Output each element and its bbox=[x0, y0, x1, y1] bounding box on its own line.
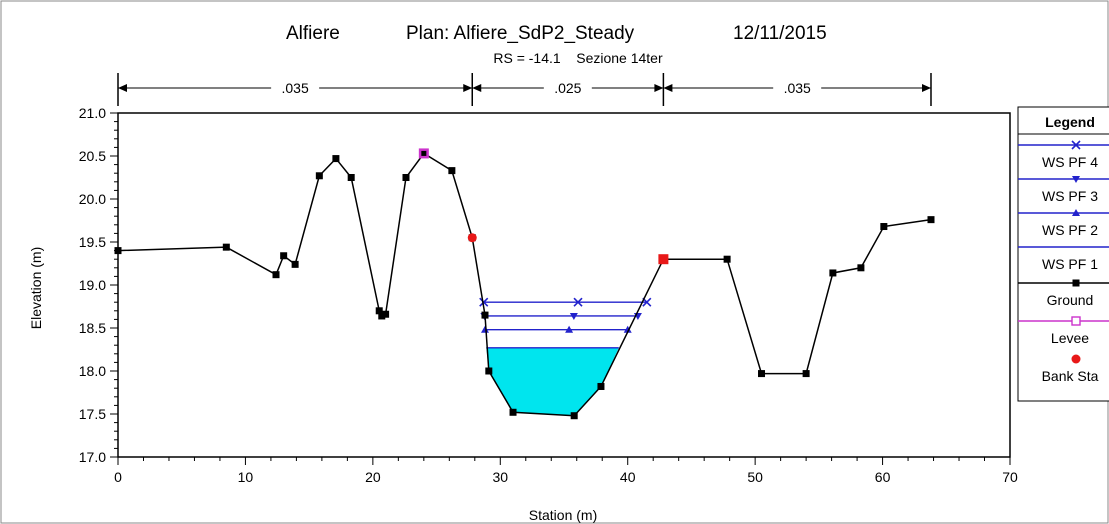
water-fill-ws-pf-1 bbox=[486, 347, 619, 416]
ground-point bbox=[570, 412, 578, 420]
legend-swatch-marker bbox=[1071, 140, 1081, 150]
mannings-n-band: .035 .025 .035 bbox=[117, 73, 932, 106]
ground-point bbox=[347, 174, 355, 181]
legend-entry-label: WS PF 3 bbox=[1042, 188, 1098, 204]
legend-swatch-marker bbox=[1071, 354, 1081, 364]
water-surface-layer bbox=[479, 297, 652, 349]
ground-point bbox=[485, 367, 493, 375]
y-tick-label: 21.0 bbox=[79, 105, 106, 121]
x-tick-label: 60 bbox=[875, 469, 891, 485]
ground-point bbox=[448, 167, 456, 175]
chart-subtitle: RS = -14.1 Sezione 14ter bbox=[493, 50, 663, 66]
water-surface-marker-ws-pf-2 bbox=[623, 325, 632, 333]
y-tick-label: 19.0 bbox=[79, 277, 106, 293]
chart-title-plan: Plan: Alfiere_SdP2_Steady bbox=[406, 23, 635, 44]
ground-point bbox=[272, 271, 280, 279]
ground-point bbox=[375, 307, 383, 315]
x-tick-label: 50 bbox=[747, 469, 763, 485]
legend-entry-label: WS PF 4 bbox=[1042, 154, 1098, 170]
ground-point bbox=[402, 174, 410, 181]
y-tick-label: 20.0 bbox=[79, 191, 106, 207]
ground-point bbox=[291, 260, 299, 268]
ground-point bbox=[597, 382, 605, 390]
x-tick-label: 40 bbox=[620, 469, 636, 485]
x-tick-label: 70 bbox=[1002, 469, 1018, 485]
legend-box bbox=[1017, 106, 1109, 402]
y-tick-label: 20.5 bbox=[79, 148, 106, 164]
x-tick-label: 0 bbox=[114, 469, 122, 485]
mannings-arrow-right bbox=[921, 84, 931, 92]
legend-entry-label: WS PF 1 bbox=[1042, 256, 1098, 272]
legend-entry-label: Bank Sta bbox=[1042, 368, 1099, 384]
x-tick-label: 30 bbox=[492, 469, 508, 485]
legend-swatch-marker bbox=[1072, 209, 1080, 216]
ground-point bbox=[927, 216, 935, 224]
ground-point bbox=[723, 255, 731, 263]
ground-point bbox=[829, 269, 837, 277]
ground-point bbox=[880, 223, 888, 231]
x-axis: 0 10 20 30 40 50 60 70 bbox=[114, 457, 1018, 485]
legend-swatch-marker bbox=[1072, 279, 1080, 287]
x-axis-label: Station (m) bbox=[529, 507, 597, 523]
y-tick-label: 17.5 bbox=[79, 406, 106, 422]
water-surface-marker-ws-pf-4 bbox=[479, 297, 489, 307]
y-axis: 17.0 17.5 18.0 18.5 19.0 19.5 20.0 20.5 21.0 bbox=[79, 105, 118, 465]
mannings-arrow-left bbox=[663, 84, 673, 92]
ground-line bbox=[117, 152, 932, 417]
bank-station-marker bbox=[658, 254, 669, 265]
mannings-arrow-left bbox=[118, 84, 127, 92]
ground-point bbox=[509, 408, 517, 416]
legend-entry-label: WS PF 2 bbox=[1042, 222, 1098, 238]
special-markers-layer bbox=[418, 148, 669, 265]
ground-point bbox=[857, 264, 865, 272]
ground-point bbox=[378, 312, 386, 320]
mannings-arrow-right bbox=[654, 84, 664, 92]
mannings-arrow-right bbox=[463, 84, 473, 92]
legend-swatch-marker bbox=[1071, 316, 1081, 326]
legend-title: Legend bbox=[1045, 114, 1095, 130]
x-tick-label: 10 bbox=[238, 469, 254, 485]
y-tick-label: 18.0 bbox=[79, 363, 106, 379]
mannings-n-label: .035 bbox=[784, 80, 811, 96]
y-axis-label: Elevation (m) bbox=[28, 247, 44, 329]
x-tick-label: 20 bbox=[365, 469, 381, 485]
legend-swatch-marker bbox=[1072, 176, 1080, 183]
levee-marker-core bbox=[421, 150, 427, 156]
water-surface-marker-ws-pf-2 bbox=[480, 325, 489, 333]
plot-area: 0 10 20 30 40 50 60 70 17.0 17.5 18.0 18.5 19.0 19.5… bbox=[79, 105, 1018, 485]
ground-point bbox=[315, 172, 323, 180]
mannings-n-label: .035 bbox=[282, 80, 309, 96]
ground-point bbox=[382, 310, 390, 318]
chart-title-project: Alfiere bbox=[286, 23, 340, 44]
ground-point bbox=[481, 311, 489, 319]
chart-title-date: 12/11/2015 bbox=[733, 23, 827, 44]
legend-entry-label: Ground bbox=[1047, 292, 1094, 308]
ground-layer bbox=[114, 149, 935, 420]
water-surface-marker-ws-pf-2 bbox=[565, 325, 574, 333]
legend: Legend WS PF 4 WS PF 3 WS PF 2 WS PF 1 Groun… bbox=[1017, 106, 1109, 402]
water-surface-marker-ws-pf-3 bbox=[569, 312, 578, 320]
ground-point bbox=[802, 370, 810, 378]
y-tick-label: 19.5 bbox=[79, 234, 106, 250]
water-surface-marker-ws-pf-4 bbox=[573, 297, 583, 307]
y-tick-label: 18.5 bbox=[79, 320, 106, 336]
water-fill-layer bbox=[486, 347, 619, 416]
y-tick-label: 17.0 bbox=[79, 449, 106, 465]
mannings-arrow-left bbox=[472, 84, 482, 92]
legend-entries: WS PF 4 WS PF 3 WS PF 2 WS PF 1 Ground Levee B… bbox=[1018, 140, 1109, 384]
mannings-n-label: .025 bbox=[554, 80, 581, 96]
legend-entry-label: Levee bbox=[1051, 330, 1089, 346]
ground-point bbox=[280, 252, 288, 260]
ground-point bbox=[222, 243, 230, 251]
ground-point bbox=[332, 155, 340, 163]
bank-station-marker bbox=[467, 233, 477, 243]
ground-point bbox=[758, 370, 766, 378]
